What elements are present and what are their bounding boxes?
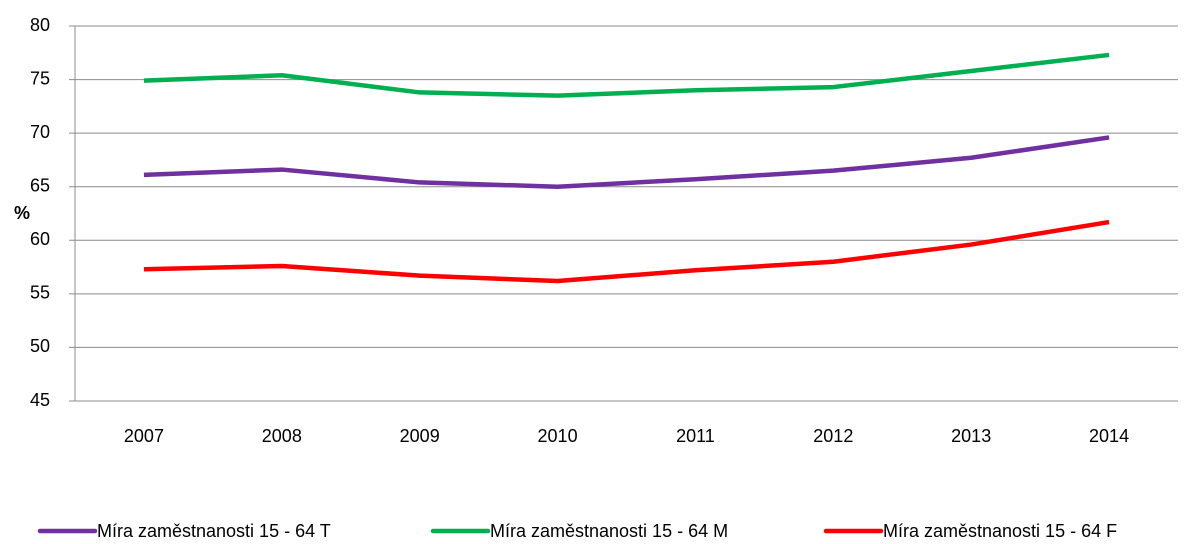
x-tick-label: 2008 [262,426,302,446]
legend-label: Míra zaměstnanosti 15 - 64 F [883,521,1117,541]
x-tick-label: 2014 [1089,426,1129,446]
x-tick-label: 2013 [951,426,991,446]
y-tick-label: 45 [30,390,50,410]
data-line [143,219,1110,284]
data-line [143,135,1110,189]
y-tick-label: 80 [30,15,50,35]
y-axis-label: % [14,203,30,223]
data-line [143,52,1110,98]
x-tick-label: 2012 [813,426,853,446]
legend-label: Míra zaměstnanosti 15 - 64 M [490,521,728,541]
y-tick-label: 75 [30,68,50,88]
y-tick-label: 60 [30,229,50,249]
x-tick-label: 2011 [676,426,715,446]
y-tick-label: 70 [30,122,50,142]
x-tick-label: 2010 [538,426,578,446]
y-tick-label: 55 [30,283,50,303]
x-tick-label: 2009 [400,426,440,446]
y-tick-label: 65 [30,175,50,195]
legend-label: Míra zaměstnanosti 15 - 64 T [97,521,331,541]
y-tick-label: 50 [30,336,50,356]
x-tick-label: 2007 [124,426,164,446]
